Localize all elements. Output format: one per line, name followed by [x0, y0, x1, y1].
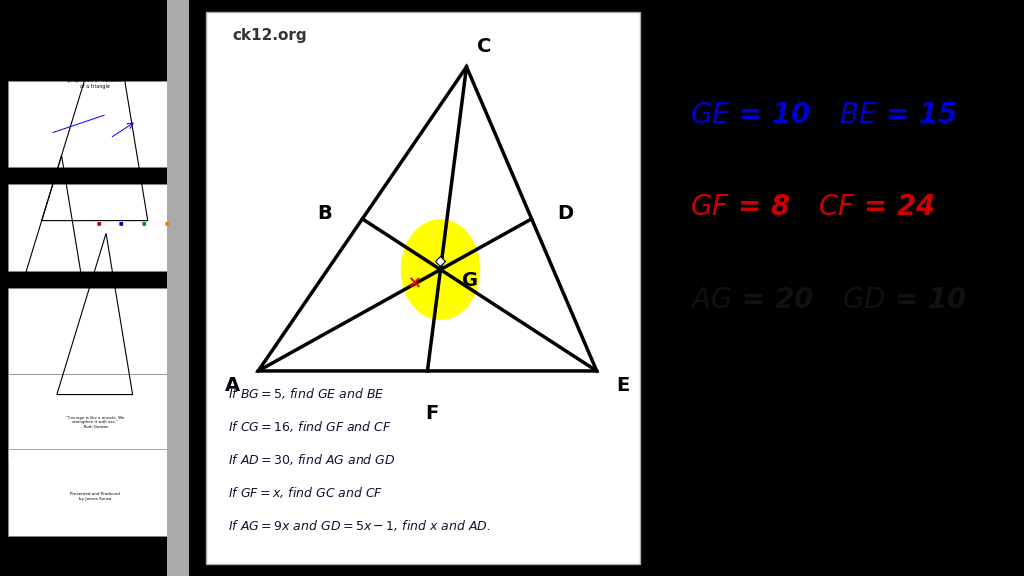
Text: "Courage is like a muscle. We
strengthen it with use."
- Ruth Gordon: "Courage is like a muscle. We strengthen… [66, 416, 124, 429]
Text: $GE$ = 10   $BE$ = 15: $GE$ = 10 $BE$ = 15 [690, 101, 957, 129]
Text: F: F [425, 404, 438, 423]
Text: ×: × [408, 274, 421, 293]
Text: E: E [616, 377, 630, 396]
Text: If $AG = 9x$ and $GD = 5x - 1$, find $x$ and $AD$.: If $AG = 9x$ and $GD = 5x - 1$, find $x$… [227, 518, 490, 533]
FancyBboxPatch shape [7, 288, 182, 374]
FancyBboxPatch shape [7, 184, 182, 271]
Text: ■: ■ [119, 221, 124, 226]
Text: ■: ■ [96, 221, 100, 226]
Text: C: C [477, 37, 492, 56]
Text: ■: ■ [141, 221, 146, 226]
Text: Examples: Medians of a
Triangle: Examples: Medians of a Triangle [53, 26, 136, 37]
Circle shape [401, 220, 479, 319]
Text: $AG$ = 20   $GD$ = 10: $AG$ = 20 $GD$ = 10 [690, 286, 968, 313]
FancyBboxPatch shape [7, 374, 182, 461]
FancyBboxPatch shape [206, 12, 640, 564]
Text: ■: ■ [165, 221, 169, 226]
Text: D: D [558, 204, 573, 223]
Text: Solve problems using
properties of medians
of a triangle: Solve problems using properties of media… [68, 72, 122, 89]
FancyBboxPatch shape [167, 0, 189, 576]
Text: $GF$ = 8   $CF$ = 24: $GF$ = 8 $CF$ = 24 [690, 194, 935, 221]
Text: If $GF = x$, find $GC$ and $CF$: If $GF = x$, find $GC$ and $CF$ [227, 485, 383, 500]
Text: If $BG = 5$, find $GE$ and $BE$: If $BG = 5$, find $GE$ and $BE$ [227, 385, 385, 400]
FancyBboxPatch shape [7, 81, 182, 167]
FancyBboxPatch shape [7, 449, 182, 536]
Text: If $CG = 16$, find $GF$ and $CF$: If $CG = 16$, find $GF$ and $CF$ [227, 419, 391, 434]
Text: If $AD = 30$, find $AG$ and $GD$: If $AD = 30$, find $AG$ and $GD$ [227, 452, 395, 467]
Text: B: B [317, 204, 332, 223]
Text: Presented and Produced
by James Sousa: Presented and Produced by James Sousa [70, 492, 120, 501]
Text: G: G [462, 271, 478, 290]
Text: ck12.org: ck12.org [232, 28, 307, 43]
Text: Goal: Goal [88, 60, 101, 66]
Text: A: A [224, 377, 240, 396]
